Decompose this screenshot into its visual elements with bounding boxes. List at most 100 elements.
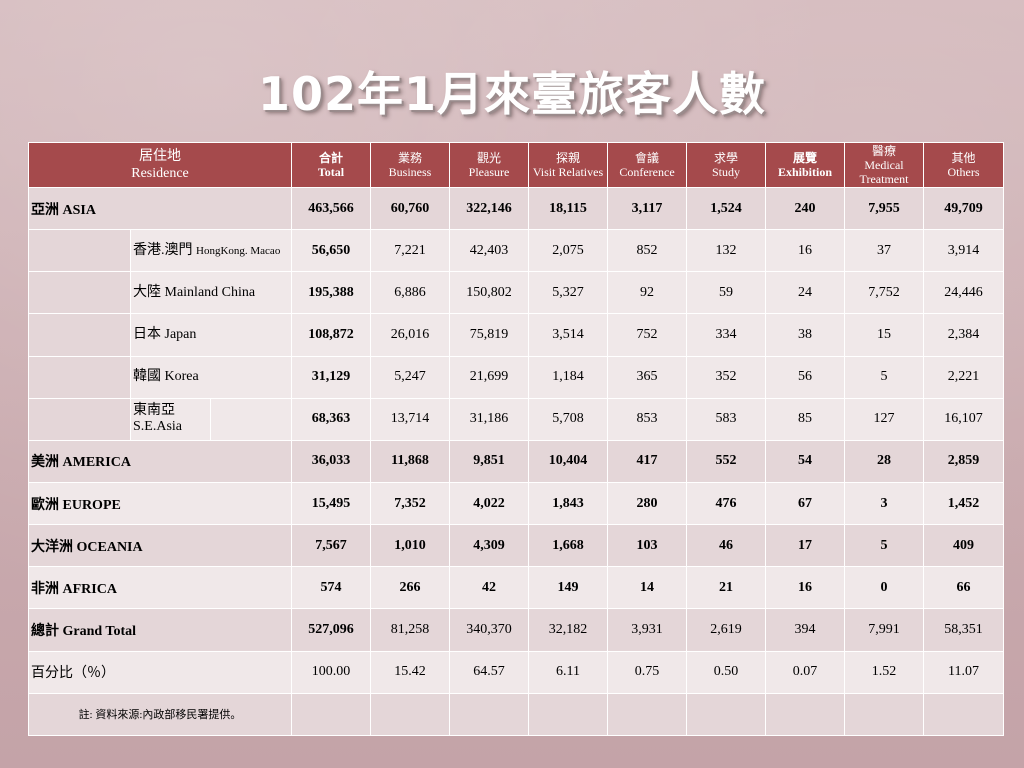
value-cell: 852 [607,229,687,273]
value-cell: 38 [765,313,845,357]
value-cell: 11,868 [370,439,450,483]
value-cell: 1,524 [686,186,766,231]
value-cell: 5,247 [370,355,450,399]
value-cell: 54 [765,439,845,483]
value-cell: 56 [765,355,845,399]
value-cell: 15 [844,313,924,357]
value-cell: 16,107 [923,397,1004,441]
value-cell: 1.52 [844,650,924,694]
header-visit-relatives: 探親 Visit Relatives [528,142,608,188]
row-southeast-asia: 東南亞 S.E.Asia 68,363 13,714 31,186 5,708 853 58… [28,397,1004,441]
value-cell: 3,931 [607,608,687,652]
row-label: 大洋洲 OCEANIA [28,524,292,568]
value-cell: 3 [844,481,924,526]
value-cell: 127 [844,397,924,441]
value-cell: 2,075 [528,229,608,273]
value-cell: 574 [291,566,371,610]
value-cell: 7,567 [291,524,371,568]
value-cell: 1,668 [528,524,608,568]
value-cell: 13,714 [370,397,450,441]
row-grand-total: 總計 Grand Total 527,096 81,258 340,370 32,18… [28,608,1004,652]
value-cell: 352 [686,355,766,399]
indent-cell [28,229,131,273]
value-cell: 132 [686,229,766,273]
value-cell: 195,388 [291,271,371,315]
value-cell: 31,129 [291,355,371,399]
empty-cell [923,692,1004,737]
value-cell: 2,859 [923,439,1004,483]
value-cell: 100.00 [291,650,371,694]
value-cell: 56,650 [291,229,371,273]
value-cell: 24 [765,271,845,315]
value-cell: 552 [686,439,766,483]
row-label: 大陸 Mainland China [130,271,292,315]
value-cell: 81,258 [370,608,450,652]
value-cell: 409 [923,524,1004,568]
value-cell: 68,363 [291,397,371,441]
value-cell: 60,760 [370,186,450,231]
value-cell: 7,352 [370,481,450,526]
value-cell: 0.07 [765,650,845,694]
indent-cell [28,313,131,357]
value-cell: 2,221 [923,355,1004,399]
row-oceania: 大洋洲 OCEANIA 7,567 1,010 4,309 1,668 103 46 17 5… [28,524,1004,568]
value-cell: 334 [686,313,766,357]
header-total: 合計 Total [291,142,371,188]
row-mainland-china: 大陸 Mainland China 195,388 6,886 150,802 5,3… [28,271,1004,315]
row-label: 亞洲 ASIA [28,186,292,231]
value-cell: 10,404 [528,439,608,483]
value-cell: 1,452 [923,481,1004,526]
value-cell: 5,327 [528,271,608,315]
empty-cell [528,692,608,737]
value-cell: 46 [686,524,766,568]
value-cell: 463,566 [291,186,371,231]
value-cell: 2,619 [686,608,766,652]
empty-cell [210,397,292,441]
visitor-table: 居住地 Residence 合計 Total 業務 Business 觀光 Pleasu… [28,142,1004,737]
value-cell: 4,309 [449,524,529,568]
row-america: 美洲 AMERICA 36,033 11,868 9,851 10,404 417 552… [28,439,1004,483]
value-cell: 42 [449,566,529,610]
value-cell: 24,446 [923,271,1004,315]
slide-title: 102年1月來臺旅客人數 [257,67,767,121]
value-cell: 18,115 [528,186,608,231]
value-cell: 5,708 [528,397,608,441]
value-cell: 15,495 [291,481,371,526]
value-cell: 3,514 [528,313,608,357]
header-study: 求學 Study [686,142,766,188]
value-cell: 7,991 [844,608,924,652]
value-cell: 6,886 [370,271,450,315]
empty-cell [607,692,687,737]
row-japan: 日本 Japan 108,872 26,016 75,819 3,514 752 334 3… [28,313,1004,357]
value-cell: 5 [844,355,924,399]
value-cell: 476 [686,481,766,526]
header-business: 業務 Business [370,142,450,188]
row-label: 美洲 AMERICA [28,439,292,483]
row-percentage: 百分比（％） 100.00 15.42 64.57 6.11 0.75 0.50 0.07 1… [28,650,1004,694]
value-cell: 322,146 [449,186,529,231]
value-cell: 6.11 [528,650,608,694]
row-label: 香港.澳門 HongKong. Macao [130,229,292,273]
value-cell: 9,851 [449,439,529,483]
value-cell: 240 [765,186,845,231]
header-exhibition: 展覽 Exhibition [765,142,845,188]
row-label: 非洲 AFRICA [28,566,292,610]
row-note: 註: 資料來源:內政部移民署提供。 [28,692,1004,737]
empty-cell [449,692,529,737]
empty-cell [844,692,924,737]
value-cell: 853 [607,397,687,441]
value-cell: 85 [765,397,845,441]
value-cell: 92 [607,271,687,315]
value-cell: 266 [370,566,450,610]
row-europe: 歐洲 EUROPE 15,495 7,352 4,022 1,843 280 476 67 3… [28,481,1004,526]
value-cell: 365 [607,355,687,399]
value-cell: 1,184 [528,355,608,399]
row-hongkong-macao: 香港.澳門 HongKong. Macao 56,650 7,221 42,403 2… [28,229,1004,273]
row-label: 東南亞 S.E.Asia [130,397,211,441]
value-cell: 7,752 [844,271,924,315]
empty-cell [765,692,845,737]
value-cell: 15.42 [370,650,450,694]
row-asia: 亞洲 ASIA 463,566 60,760 322,146 18,115 3,117 1… [28,186,1004,231]
value-cell: 3,914 [923,229,1004,273]
value-cell: 21 [686,566,766,610]
